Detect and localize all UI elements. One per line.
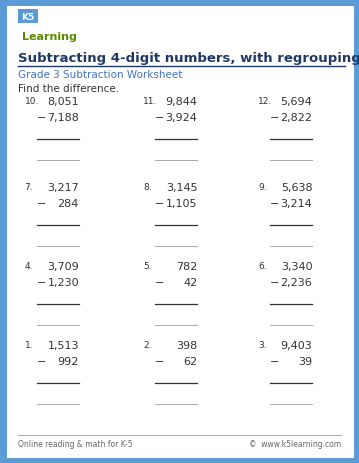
Text: −: − — [155, 356, 164, 366]
Text: −: − — [270, 113, 279, 123]
Text: 1.: 1. — [25, 340, 33, 349]
Text: 6.: 6. — [258, 262, 267, 270]
Text: −: − — [155, 113, 164, 123]
Text: −: − — [37, 356, 46, 366]
Text: 5.: 5. — [143, 262, 152, 270]
Text: 2,822: 2,822 — [280, 113, 312, 123]
Text: 5,694: 5,694 — [281, 97, 312, 107]
Text: Grade 3 Subtraction Worksheet: Grade 3 Subtraction Worksheet — [18, 70, 182, 80]
Text: 4.: 4. — [25, 262, 33, 270]
Text: 8,051: 8,051 — [47, 97, 79, 107]
Text: ©  www.k5learning.com: © www.k5learning.com — [249, 439, 341, 448]
Text: 8.: 8. — [143, 183, 152, 192]
Text: −: − — [37, 199, 46, 209]
Text: 39: 39 — [298, 356, 312, 366]
Text: 62: 62 — [183, 356, 197, 366]
Text: 9,844: 9,844 — [165, 97, 197, 107]
Text: −: − — [270, 199, 279, 209]
Text: 10.: 10. — [25, 97, 39, 106]
Text: 3,340: 3,340 — [281, 262, 312, 272]
Text: 11.: 11. — [143, 97, 158, 106]
Text: 3.: 3. — [258, 340, 267, 349]
Text: 3,145: 3,145 — [166, 183, 197, 193]
Text: K5: K5 — [22, 13, 34, 21]
Text: 5,638: 5,638 — [281, 183, 312, 193]
Text: 9.: 9. — [258, 183, 267, 192]
Text: 992: 992 — [57, 356, 79, 366]
Text: 9,403: 9,403 — [281, 340, 312, 350]
Text: 7.: 7. — [25, 183, 33, 192]
Text: 782: 782 — [176, 262, 197, 272]
Text: 2,236: 2,236 — [281, 277, 312, 288]
Bar — [18, 10, 38, 24]
Text: 3,924: 3,924 — [165, 113, 197, 123]
Text: −: − — [270, 356, 279, 366]
Text: Find the difference.: Find the difference. — [18, 84, 119, 94]
Text: −: − — [37, 113, 46, 123]
Text: 1,105: 1,105 — [166, 199, 197, 209]
Text: −: − — [270, 277, 279, 288]
Text: 3,709: 3,709 — [47, 262, 79, 272]
Text: 1,513: 1,513 — [47, 340, 79, 350]
Text: 3,217: 3,217 — [47, 183, 79, 193]
Text: 3,214: 3,214 — [281, 199, 312, 209]
Text: 284: 284 — [57, 199, 79, 209]
Text: −: − — [37, 277, 46, 288]
Text: 1,230: 1,230 — [47, 277, 79, 288]
Text: 398: 398 — [176, 340, 197, 350]
Text: −: − — [155, 277, 164, 288]
Text: Learning: Learning — [22, 32, 77, 42]
Text: 2.: 2. — [143, 340, 151, 349]
Text: 7,188: 7,188 — [47, 113, 79, 123]
Text: 12.: 12. — [258, 97, 272, 106]
Text: Online reading & math for K-5: Online reading & math for K-5 — [18, 439, 132, 448]
Text: 42: 42 — [183, 277, 197, 288]
Text: −: − — [155, 199, 164, 209]
Text: Subtracting 4-digit numbers, with regrouping: Subtracting 4-digit numbers, with regrou… — [18, 52, 359, 65]
